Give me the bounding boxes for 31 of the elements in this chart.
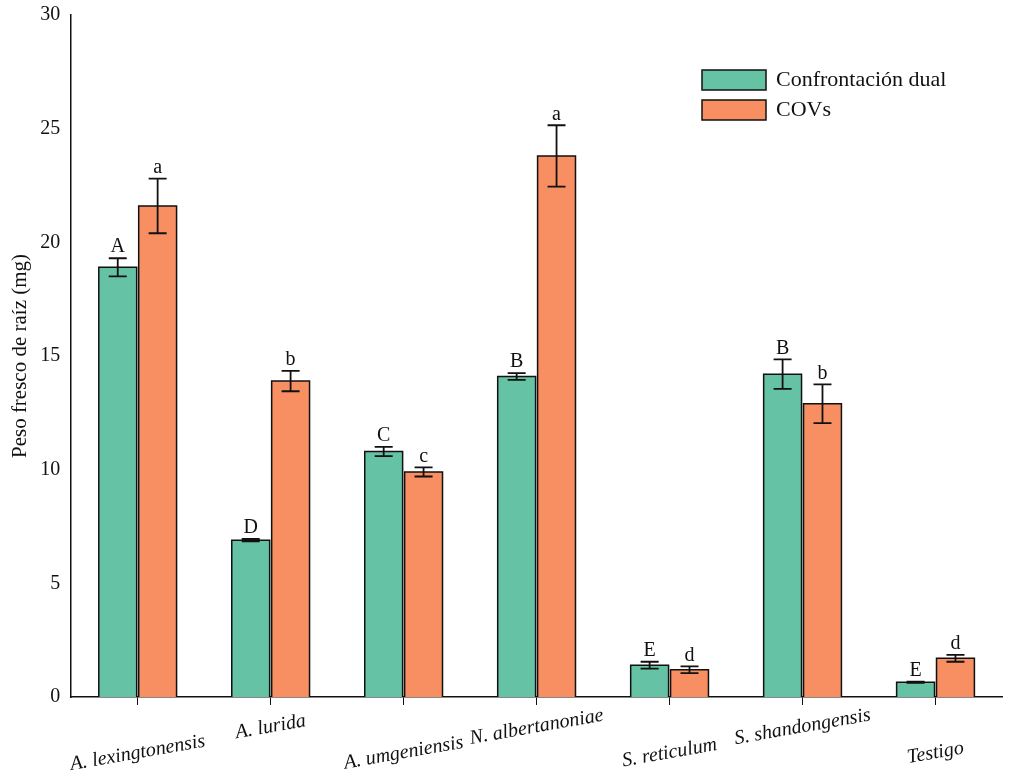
x-tick-label: Testigo (905, 735, 966, 769)
legend-label: Confrontación dual (776, 65, 947, 91)
y-tick-label: 5 (50, 570, 61, 593)
x-tick-label: S. shandongensis (732, 702, 873, 750)
x-tick-label: A. lexingtonensis (66, 728, 207, 771)
y-tick-label: 15 (40, 343, 61, 366)
annotation: D (243, 515, 258, 538)
y-tick-label: 10 (40, 456, 61, 479)
annotation: A (110, 234, 126, 257)
y-axis-title: Peso fresco de raíz (mg) (7, 253, 32, 459)
annotation: b (817, 360, 828, 383)
annotation: B (509, 349, 524, 372)
annotation: c (419, 443, 429, 466)
annotation: a (153, 154, 163, 177)
x-tick-label: N. albertanoniae (466, 702, 606, 749)
annotation: b (285, 347, 296, 370)
annotation: d (684, 642, 695, 665)
y-tick-label: 30 (40, 2, 61, 25)
y-tick-label: 20 (40, 229, 61, 252)
legend-label: COVs (776, 95, 832, 121)
annotation: d (950, 631, 961, 654)
annotation: E (909, 657, 922, 680)
x-tick-label: A. lurida (231, 708, 308, 743)
x-tick-label: S. reticulum (620, 732, 719, 771)
annotation: E (643, 638, 656, 661)
x-tick-label: A. umgeniensis (339, 729, 466, 771)
annotation: a (552, 101, 562, 124)
y-tick-label: 0 (50, 684, 61, 707)
annotation: B (775, 335, 790, 358)
annotation: C (377, 423, 391, 446)
y-tick-label: 25 (40, 115, 61, 138)
